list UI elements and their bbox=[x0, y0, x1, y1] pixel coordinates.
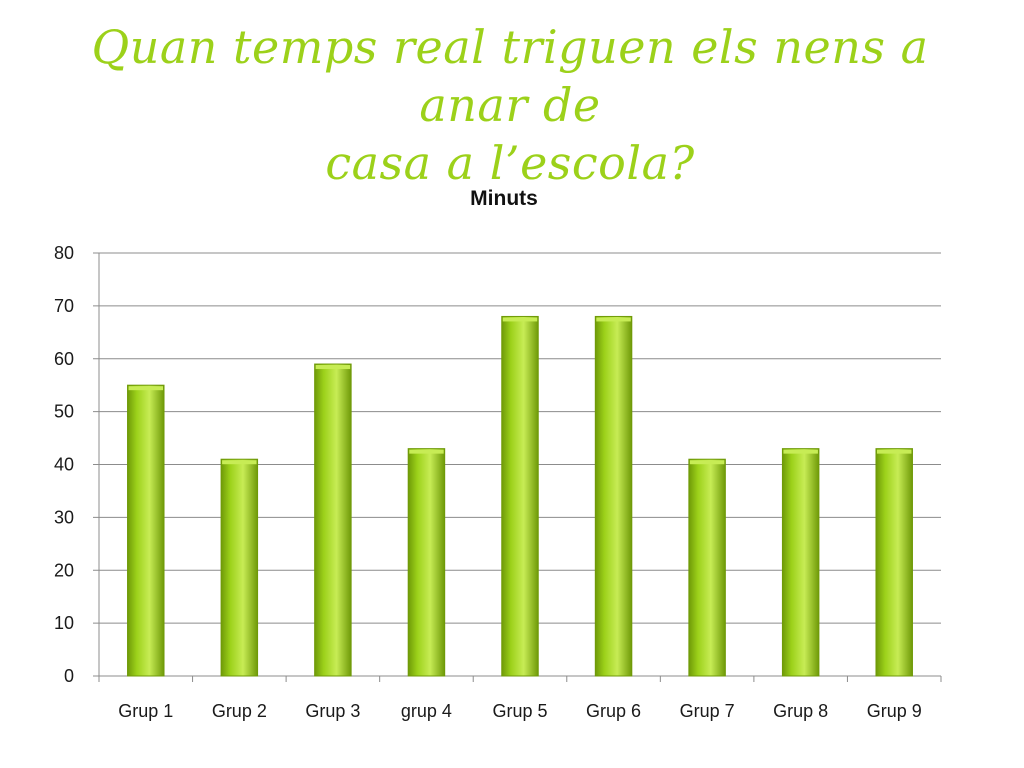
bars bbox=[127, 315, 913, 677]
x-tick-label: Grup 6 bbox=[586, 701, 641, 721]
x-axis-ticks: Grup 1 Grup 2 Grup 3 grup 4 Grup 5 Grup 6 Grup… bbox=[118, 701, 921, 721]
x-tick-label: Grup 2 bbox=[212, 701, 267, 721]
bar-body bbox=[127, 384, 165, 677]
bar-top-highlight bbox=[876, 449, 912, 454]
bar-top-highlight bbox=[409, 449, 444, 454]
x-tick-label: grup 4 bbox=[401, 701, 452, 721]
bar-top-highlight bbox=[222, 460, 257, 465]
bar bbox=[407, 448, 446, 677]
bar bbox=[314, 363, 352, 677]
bar-body bbox=[688, 458, 726, 677]
y-tick-label: 50 bbox=[54, 402, 74, 422]
chart-title: Minuts bbox=[470, 187, 538, 210]
bar bbox=[875, 448, 913, 677]
y-axis-ticks: 0 10 20 30 40 50 60 70 80 bbox=[54, 243, 74, 686]
bar-body bbox=[875, 448, 913, 677]
x-tick-label: Grup 7 bbox=[680, 701, 735, 721]
y-tick-label: 70 bbox=[54, 296, 74, 316]
y-tick-label: 80 bbox=[54, 243, 74, 263]
x-tick-label: Grup 9 bbox=[867, 701, 922, 721]
bar-body bbox=[314, 363, 352, 677]
slide-title-line-1: Quan temps real triguen els nens a anar … bbox=[91, 20, 929, 132]
bar-top-highlight bbox=[128, 386, 164, 391]
bar-body bbox=[407, 448, 446, 677]
x-tick-label: Grup 5 bbox=[492, 701, 547, 721]
bar bbox=[501, 315, 539, 677]
y-tick-label: 40 bbox=[54, 455, 74, 475]
slide-title-line-2: casa a l’escola? bbox=[325, 136, 695, 190]
bar bbox=[781, 448, 820, 677]
slide-title: Quan temps real triguen els nens a anar … bbox=[60, 18, 960, 192]
bar-top-highlight bbox=[596, 317, 631, 322]
bar bbox=[594, 315, 633, 677]
bar bbox=[127, 384, 165, 677]
y-tick-label: 20 bbox=[54, 560, 74, 580]
bar-body bbox=[781, 448, 820, 677]
bar-top-highlight bbox=[689, 460, 725, 465]
x-tick-label: Grup 8 bbox=[773, 701, 828, 721]
x-tick-label: Grup 1 bbox=[118, 701, 173, 721]
y-tick-label: 0 bbox=[64, 666, 74, 686]
x-tick-label: Grup 3 bbox=[305, 701, 360, 721]
bar-body bbox=[220, 458, 259, 677]
y-tick-label: 10 bbox=[54, 613, 74, 633]
bar bbox=[688, 458, 726, 677]
y-tick-label: 60 bbox=[54, 349, 74, 369]
bar-top-highlight bbox=[502, 317, 538, 322]
bar bbox=[220, 458, 259, 677]
bar-top-highlight bbox=[315, 365, 351, 370]
y-tick-label: 30 bbox=[54, 507, 74, 527]
bar-body bbox=[594, 315, 633, 677]
bar-body bbox=[501, 315, 539, 677]
bar-top-highlight bbox=[783, 449, 818, 454]
